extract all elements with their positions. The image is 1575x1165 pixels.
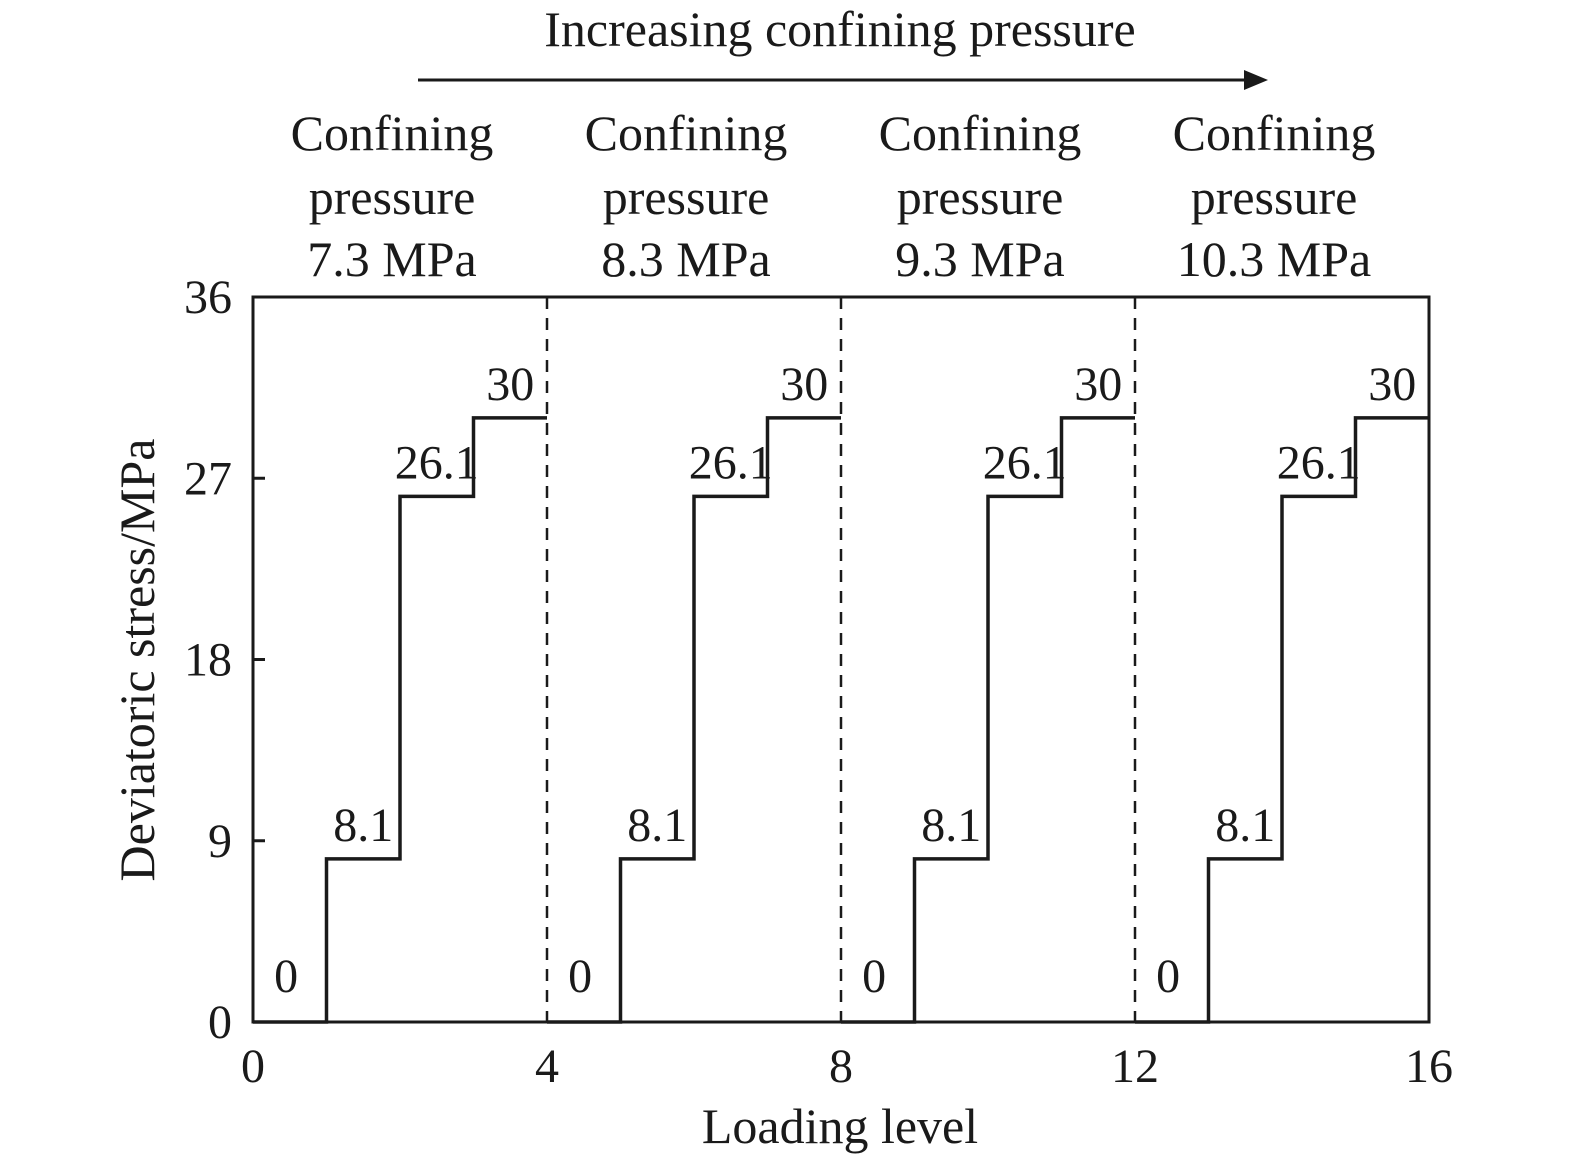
step-value-label: 30 — [1368, 358, 1416, 411]
step-value-label: 30 — [1074, 358, 1122, 411]
y-tick-label: 36 — [184, 271, 232, 324]
step-value-label: 0 — [862, 950, 886, 1003]
confining-pressure-label: pressure — [603, 169, 770, 225]
step-value-label: 0 — [1156, 950, 1180, 1003]
step-value-label: 26.1 — [983, 436, 1067, 489]
confining-pressure-label: Confining — [1173, 105, 1376, 161]
x-tick-label: 8 — [829, 1040, 853, 1093]
y-tick-label: 18 — [184, 634, 232, 687]
confining-pressure-label: 9.3 MPa — [895, 231, 1064, 287]
step-value-label: 8.1 — [627, 799, 687, 852]
confining-pressure-label: 8.3 MPa — [601, 231, 770, 287]
step-value-label: 0 — [274, 950, 298, 1003]
loading-step-line — [547, 416, 841, 1024]
y-tick-label: 27 — [184, 452, 232, 505]
loading-step-line — [1135, 416, 1429, 1024]
step-value-label: 8.1 — [333, 799, 393, 852]
step-value-label: 0 — [568, 950, 592, 1003]
x-tick-label: 12 — [1111, 1040, 1159, 1093]
x-tick-label: 4 — [535, 1040, 559, 1093]
confining-pressure-label: Confining — [291, 105, 494, 161]
confining-pressure-label: 7.3 MPa — [307, 231, 476, 287]
x-tick-label: 0 — [241, 1040, 265, 1093]
step-value-label: 30 — [780, 358, 828, 411]
x-tick-label: 16 — [1405, 1040, 1453, 1093]
confining-pressure-label: 10.3 MPa — [1177, 231, 1371, 287]
confining-pressure-label: Confining — [879, 105, 1082, 161]
arrow-label: Increasing confining pressure — [544, 1, 1135, 57]
y-tick-label: 0 — [208, 996, 232, 1049]
step-value-label: 26.1 — [1277, 436, 1361, 489]
confining-pressure-label: pressure — [1191, 169, 1358, 225]
arrow-head — [1244, 70, 1268, 90]
confining-pressure-label: pressure — [309, 169, 476, 225]
y-axis-label: Deviatoric stress/MPa — [109, 439, 165, 882]
increasing-pressure-arrow: Increasing confining pressure — [418, 1, 1268, 90]
x-axis-label: Loading level — [702, 1098, 978, 1154]
step-value-label: 8.1 — [1215, 799, 1275, 852]
confining-pressure-label: pressure — [897, 169, 1064, 225]
y-tick-label: 9 — [208, 815, 232, 868]
step-value-label: 26.1 — [689, 436, 773, 489]
loading-step-line — [253, 416, 547, 1024]
loading-step-line — [841, 416, 1135, 1024]
confining-pressure-label: Confining — [585, 105, 788, 161]
step-value-label: 30 — [486, 358, 534, 411]
step-value-label: 26.1 — [395, 436, 479, 489]
step-value-label: 8.1 — [921, 799, 981, 852]
